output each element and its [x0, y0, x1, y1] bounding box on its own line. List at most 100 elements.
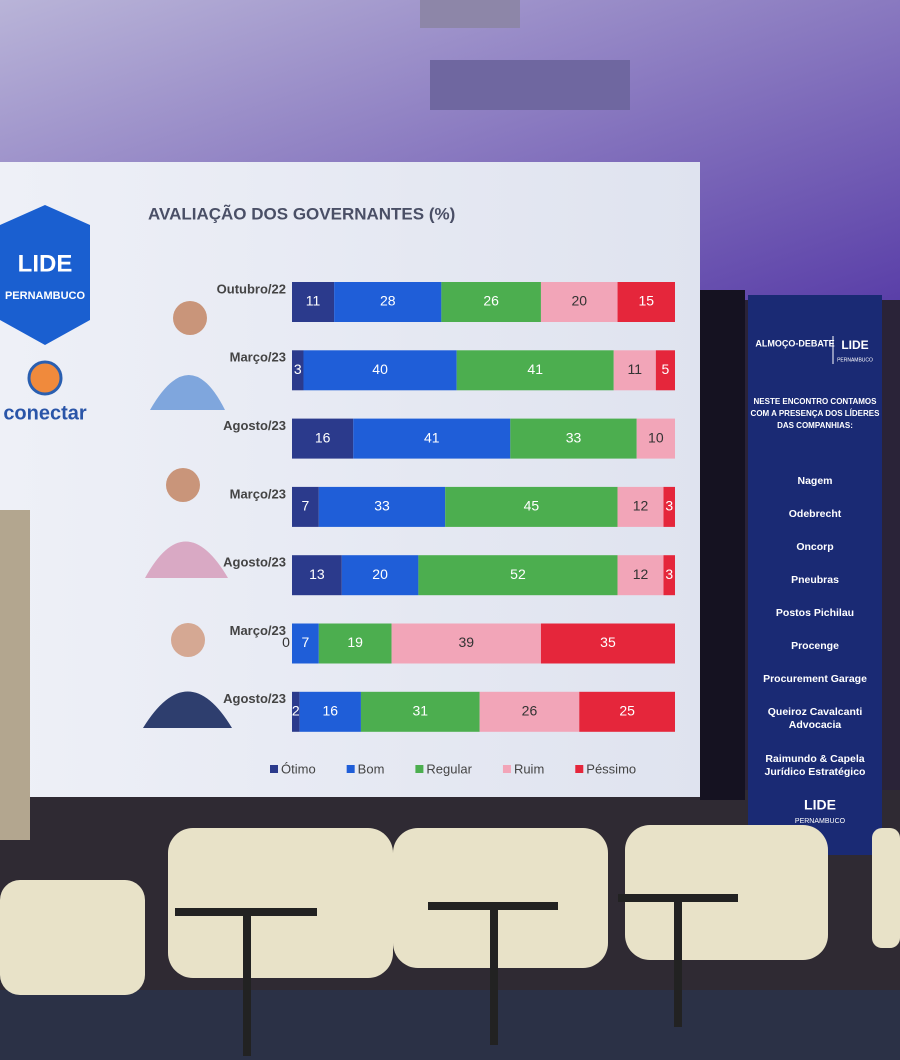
bar-segment	[540, 623, 675, 664]
data-label: 7	[302, 634, 310, 650]
floor	[0, 990, 900, 1060]
data-label: 3	[294, 361, 302, 377]
chair	[625, 825, 828, 960]
bar-segment	[292, 486, 319, 527]
data-label: 20	[571, 293, 587, 309]
bar-segment	[540, 282, 618, 322]
data-label: 35	[600, 634, 616, 650]
company: Oncorp	[796, 541, 833, 553]
data-label: 41	[527, 361, 543, 377]
table	[490, 910, 498, 1045]
data-label: 39	[458, 634, 474, 650]
company: Raimundo & Capela	[765, 753, 864, 765]
legend-swatch	[502, 765, 511, 773]
screen-frame	[700, 290, 745, 800]
banner-intro: COM A PRESENÇA DOS LÍDERES	[751, 409, 881, 418]
bar-segment	[292, 691, 300, 732]
data-label: 28	[380, 293, 396, 309]
banner-intro: NESTE ENCONTRO CONTAMOS	[754, 397, 878, 406]
banner	[748, 295, 882, 855]
data-label: 25	[619, 703, 635, 719]
data-label: 33	[374, 498, 390, 514]
company: Procenge	[791, 640, 839, 652]
data-label: 10	[648, 429, 664, 445]
company: Pneubras	[791, 574, 839, 586]
legend-swatch	[346, 765, 355, 773]
data-label: 19	[347, 634, 363, 650]
data-label: 52	[510, 566, 526, 582]
bar-segment	[579, 691, 675, 732]
photo	[171, 623, 205, 657]
bar-segment	[479, 691, 580, 732]
data-label: 2	[292, 703, 300, 719]
bar-segment	[318, 486, 446, 527]
screen	[0, 162, 700, 797]
bar-segment	[445, 486, 618, 527]
data-label: 26	[483, 293, 499, 309]
photo	[173, 301, 207, 335]
table	[618, 894, 738, 902]
category-label: Agosto/23	[223, 555, 286, 570]
data-label: 16	[315, 429, 331, 445]
bar-segment	[353, 418, 511, 459]
data-label: 40	[372, 361, 388, 377]
data-label: 41	[424, 429, 440, 445]
table	[175, 908, 317, 916]
partner-icon	[27, 360, 63, 396]
company: Jurídico Estratégico	[765, 766, 866, 778]
category-label: Março/23	[230, 486, 286, 501]
data-label: 12	[633, 566, 649, 582]
legend-label: Bom	[358, 761, 385, 776]
company: Advocacia	[789, 719, 842, 731]
photo	[166, 468, 200, 502]
table	[674, 902, 682, 1027]
bar-segment	[418, 555, 618, 596]
partner-text: conectar	[3, 402, 87, 424]
company: Odebrecht	[789, 508, 842, 520]
banner-brand-sub: PERNAMBUCO	[837, 357, 873, 363]
bar-segment	[663, 486, 675, 527]
bar-segment	[636, 418, 675, 459]
data-label: 31	[413, 703, 429, 719]
data-label: 5	[662, 361, 670, 377]
bar-segment	[663, 555, 675, 596]
bar-segment	[391, 623, 541, 664]
data-label: 7	[302, 498, 310, 514]
bar-segment	[341, 555, 419, 596]
vent	[430, 60, 630, 110]
data-label: 0	[282, 634, 290, 650]
category-label: Agosto/23	[223, 691, 286, 706]
category-label: Março/23	[230, 623, 286, 638]
banner-footer-sub: PERNAMBUCO	[795, 818, 846, 825]
banner-intro: DAS COMPANHIAS:	[777, 421, 853, 430]
data-label: 45	[524, 498, 540, 514]
bar-segment	[456, 350, 614, 391]
company: Procurement Garage	[763, 673, 867, 685]
data-label: 20	[372, 566, 388, 582]
bar-segment	[292, 282, 335, 322]
chair	[0, 880, 145, 995]
bar-segment	[360, 691, 480, 732]
bar-segment	[655, 350, 675, 391]
bar-segment	[292, 418, 354, 459]
category-label: Outubro/22	[217, 281, 286, 296]
table	[428, 902, 558, 910]
data-label: 11	[628, 361, 643, 377]
data-label: 33	[566, 429, 582, 445]
bar-segment	[613, 350, 656, 391]
data-label: 3	[665, 498, 673, 514]
chair	[168, 828, 393, 978]
chair	[872, 828, 900, 948]
bar-segment	[292, 623, 319, 664]
photo	[145, 541, 228, 578]
legend-swatch	[575, 765, 584, 773]
category-label: Março/23	[230, 350, 286, 365]
legend-label: Péssimo	[586, 761, 636, 776]
chairs	[0, 825, 900, 995]
bar-segment	[617, 555, 664, 596]
photo	[143, 691, 232, 728]
presenter	[0, 510, 30, 840]
company: Queiroz Cavalcanti	[768, 706, 863, 718]
bar-segment	[510, 418, 637, 459]
vent	[420, 0, 520, 28]
